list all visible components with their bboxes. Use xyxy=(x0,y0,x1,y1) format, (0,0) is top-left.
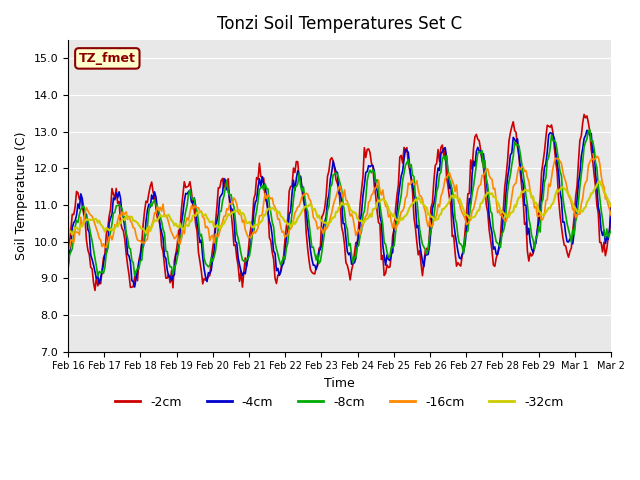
-32cm xyxy=(101,229,109,235)
-32cm xyxy=(452,195,460,201)
-16cm xyxy=(593,154,601,159)
Line: -2cm: -2cm xyxy=(68,114,611,290)
-32cm xyxy=(345,202,353,207)
-2cm xyxy=(345,268,353,274)
-16cm xyxy=(606,207,614,213)
Legend: -2cm, -4cm, -8cm, -16cm, -32cm: -2cm, -4cm, -8cm, -16cm, -32cm xyxy=(110,391,569,414)
-8cm xyxy=(64,267,72,273)
-8cm xyxy=(345,243,353,249)
-2cm xyxy=(83,237,90,243)
-16cm xyxy=(64,244,72,250)
-2cm xyxy=(580,111,588,117)
-32cm xyxy=(607,203,615,209)
Line: -4cm: -4cm xyxy=(68,130,611,287)
-16cm xyxy=(607,213,615,218)
-8cm xyxy=(606,231,614,237)
X-axis label: Time: Time xyxy=(324,377,355,390)
-4cm xyxy=(607,206,615,212)
-32cm xyxy=(84,217,92,223)
-8cm xyxy=(452,220,460,226)
-8cm xyxy=(94,274,102,279)
-4cm xyxy=(583,127,591,133)
Title: Tonzi Soil Temperatures Set C: Tonzi Soil Temperatures Set C xyxy=(217,15,462,33)
-8cm xyxy=(586,127,594,132)
-16cm xyxy=(84,207,92,213)
-2cm xyxy=(101,251,109,257)
-32cm xyxy=(534,203,541,208)
-4cm xyxy=(606,225,614,231)
-16cm xyxy=(534,213,541,219)
-16cm xyxy=(101,244,109,250)
-32cm xyxy=(606,200,614,205)
-16cm xyxy=(452,182,460,188)
Line: -32cm: -32cm xyxy=(68,181,611,235)
Line: -8cm: -8cm xyxy=(68,130,611,276)
-4cm xyxy=(345,252,353,258)
-8cm xyxy=(83,217,90,223)
-16cm xyxy=(345,206,353,212)
Y-axis label: Soil Temperature (C): Soil Temperature (C) xyxy=(15,132,28,260)
-16cm xyxy=(66,246,74,252)
-2cm xyxy=(452,264,460,269)
-4cm xyxy=(64,264,72,270)
-32cm xyxy=(596,179,604,184)
-2cm xyxy=(64,249,72,255)
-2cm xyxy=(534,228,541,234)
-8cm xyxy=(607,228,615,234)
-4cm xyxy=(452,240,460,245)
-4cm xyxy=(83,211,90,217)
-4cm xyxy=(131,284,138,290)
Line: -16cm: -16cm xyxy=(68,156,611,249)
-4cm xyxy=(534,227,541,233)
-8cm xyxy=(534,233,541,239)
-2cm xyxy=(91,288,99,293)
-32cm xyxy=(68,232,76,238)
Text: TZ_fmet: TZ_fmet xyxy=(79,52,136,65)
-8cm xyxy=(101,264,109,270)
-2cm xyxy=(606,228,614,234)
-32cm xyxy=(64,225,72,230)
-4cm xyxy=(100,261,108,266)
-2cm xyxy=(607,204,615,209)
